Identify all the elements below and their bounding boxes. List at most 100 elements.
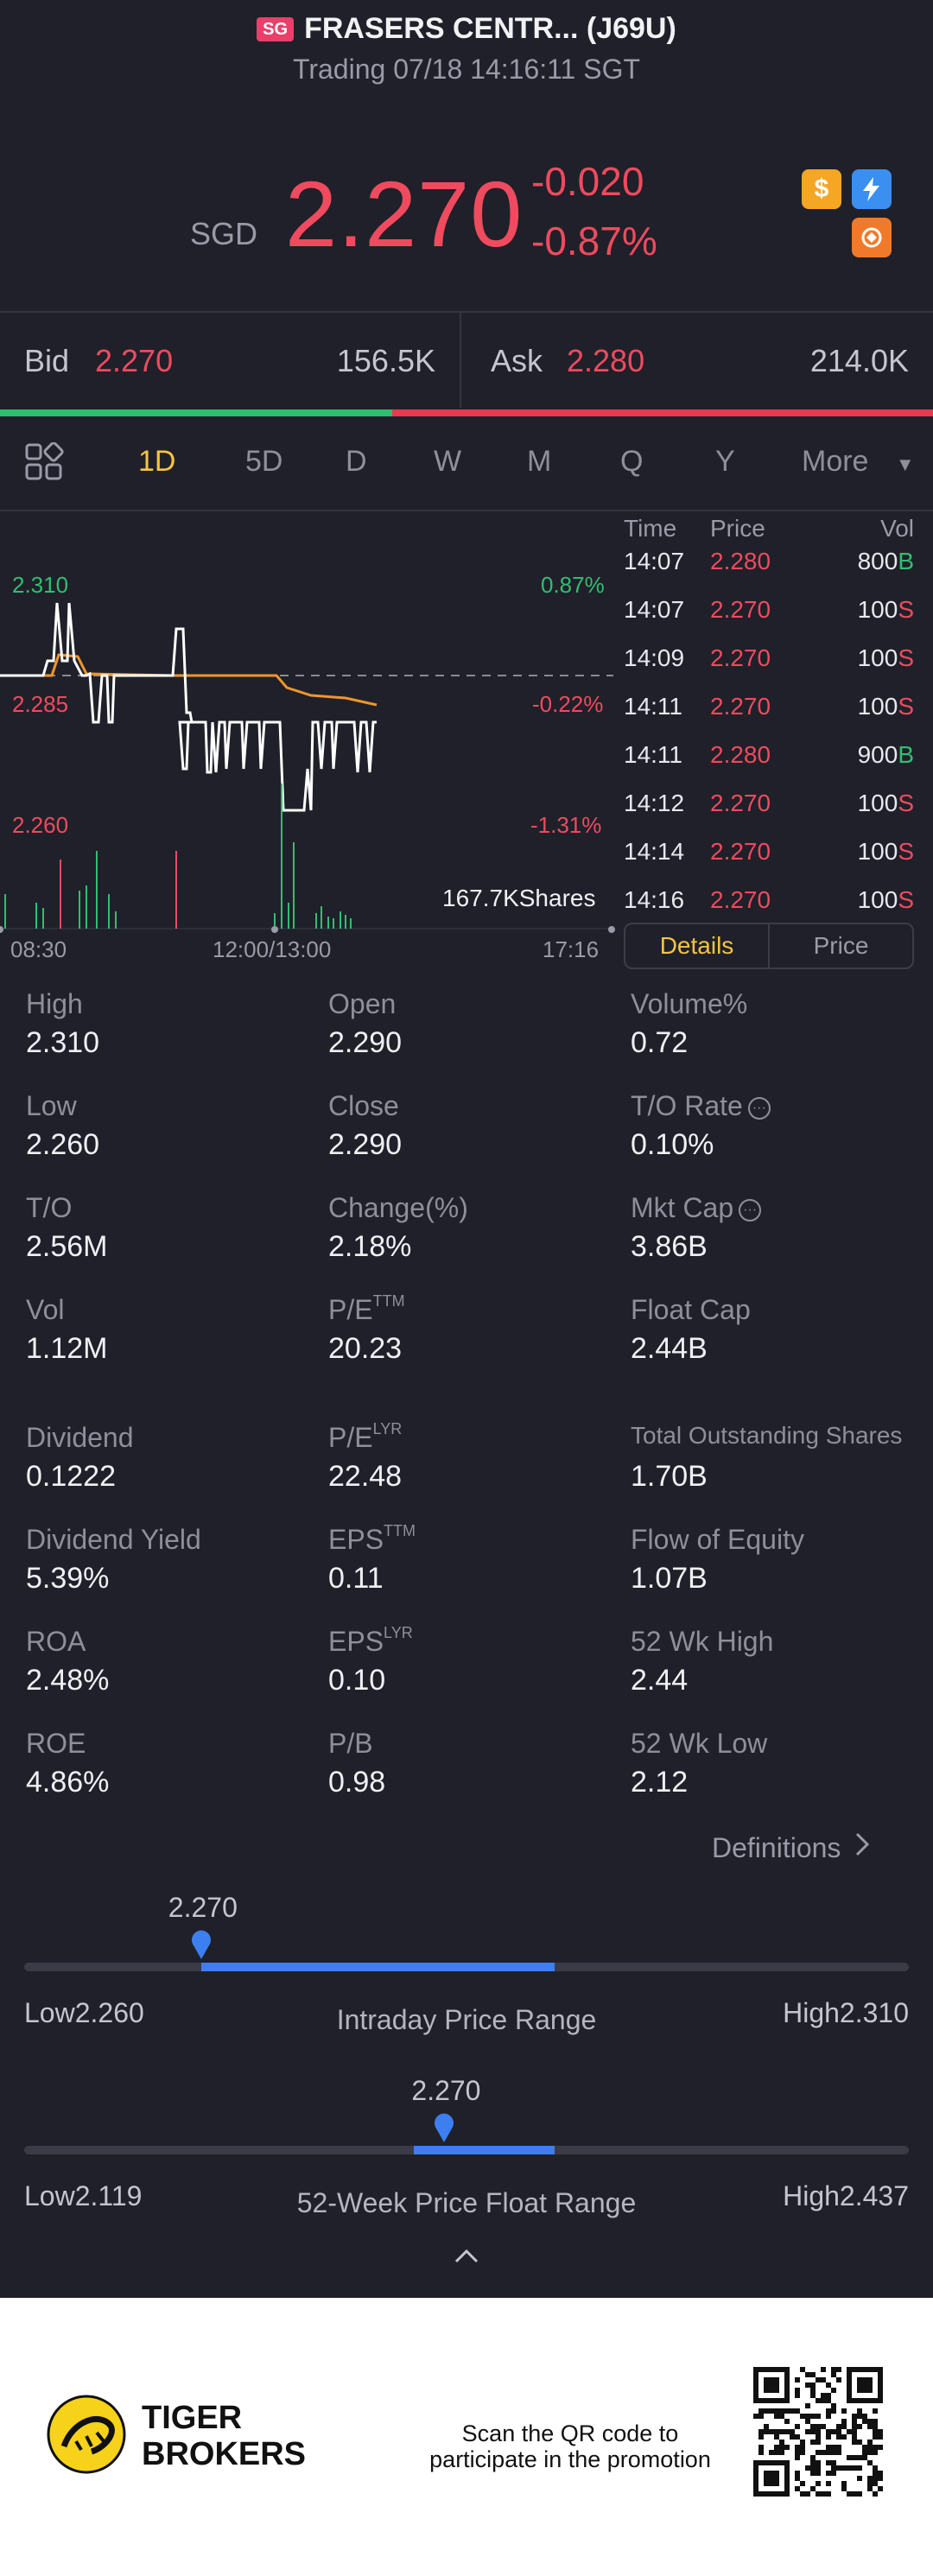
- price-change-percent: -0.87%: [531, 219, 657, 263]
- stat-label-text: P/B: [328, 1728, 373, 1759]
- range-marker-icon: [434, 2113, 454, 2147]
- stat-label: ROA: [26, 1626, 86, 1658]
- range-track: [24, 1963, 909, 1971]
- stat-label: Open: [328, 988, 396, 1020]
- range-title: 52-Week Price Float Range: [296, 2187, 637, 2218]
- range-fill: [200, 1963, 555, 1971]
- stat-value: 2.44B: [631, 1332, 708, 1365]
- info-icon[interactable]: ···: [739, 1198, 762, 1221]
- price-tab[interactable]: Price: [813, 932, 869, 959]
- tab-w[interactable]: W: [434, 445, 462, 478]
- stat-label: Total Outstanding Shares: [631, 1422, 902, 1450]
- bid-quantity: 156.5K: [336, 343, 435, 378]
- stat-label-superscript: LYR: [384, 1624, 413, 1641]
- range-high-value: 2.437: [839, 2180, 909, 2211]
- stat-label: 52 Wk Low: [631, 1728, 767, 1760]
- stat-value: 3.86B: [631, 1230, 708, 1263]
- stat-label: Change(%): [328, 1192, 468, 1224]
- tick-time: 14:14: [624, 838, 685, 865]
- tick-header-price: Price: [710, 515, 765, 542]
- stat-label-text: Dividend Yield: [26, 1524, 201, 1555]
- stat-value: 2.18%: [328, 1230, 412, 1263]
- range-title: Intraday Price Range: [336, 2004, 597, 2035]
- stat-label: Flow of Equity: [631, 1524, 804, 1556]
- info-icon[interactable]: ···: [747, 1096, 771, 1120]
- y-label-low: 2.260: [12, 812, 69, 838]
- stat-label-text: Vol: [26, 1294, 65, 1325]
- market-badge: SG: [257, 16, 295, 41]
- stat-value: 0.10%: [631, 1128, 714, 1161]
- stat-label: Volume%: [631, 988, 747, 1020]
- tick-side: S: [898, 596, 914, 623]
- tick-price: 2.270: [710, 693, 771, 720]
- tick-time: 14:16: [624, 886, 685, 913]
- range-high: High2.437: [783, 2180, 909, 2212]
- definitions-link[interactable]: Definitions: [712, 1831, 870, 1864]
- stat-label-text: P/E: [328, 1294, 373, 1325]
- stat-value: 2.310: [26, 1026, 100, 1059]
- tab-5d[interactable]: 5D: [245, 445, 283, 478]
- range-low: Low2.119: [24, 2180, 142, 2212]
- stat-value: 2.44: [631, 1664, 689, 1697]
- stat-value: 2.56M: [26, 1230, 108, 1263]
- collapse-chevron-icon[interactable]: [453, 2248, 480, 2269]
- swap-icon[interactable]: [852, 218, 892, 257]
- tab-more[interactable]: More ▼: [802, 445, 915, 479]
- tick-side: S: [898, 838, 914, 865]
- range-high-label: High: [783, 2180, 840, 2211]
- stat-label: High: [26, 988, 83, 1020]
- tab-1d[interactable]: 1D: [138, 445, 176, 478]
- range-high-value: 2.310: [839, 1997, 909, 2028]
- stat-label: Dividend Yield: [26, 1524, 201, 1556]
- x-label-open: 08:30: [10, 936, 67, 962]
- range-low-label: Low: [24, 2180, 75, 2211]
- details-tab[interactable]: Details: [625, 924, 770, 968]
- dollar-icon[interactable]: $: [802, 169, 841, 209]
- tick-time: 14:09: [624, 644, 685, 671]
- tick-volume: 100S: [858, 790, 914, 817]
- stat-label: T/O: [26, 1192, 72, 1224]
- stat-value: 1.07B: [631, 1562, 708, 1595]
- lightning-icon[interactable]: [852, 169, 892, 209]
- bid-label: Bid: [24, 343, 70, 378]
- tick-price: 2.270: [710, 838, 771, 865]
- promo-line-1: Scan the QR code to: [461, 2421, 679, 2446]
- tick-price: 2.270: [710, 596, 771, 623]
- y-label-low-pct: -1.31%: [530, 812, 602, 838]
- y-label-mid-pct: -0.22%: [532, 691, 604, 717]
- tick-side: B: [898, 741, 914, 768]
- stock-title[interactable]: SG FRASERS CENTR... (J69U): [0, 12, 933, 46]
- divider: [0, 510, 933, 511]
- tab-m[interactable]: M: [527, 445, 552, 478]
- grid-menu-icon[interactable]: [24, 441, 66, 484]
- range-low-value: 2.119: [74, 2180, 143, 2211]
- stat-label-text: P/E: [328, 1422, 373, 1453]
- tab-q[interactable]: Q: [620, 445, 644, 478]
- stock-name: FRASERS CENTR... (J69U): [304, 12, 676, 45]
- qr-code[interactable]: [753, 2367, 883, 2497]
- tick-header-vol: Vol: [880, 515, 914, 542]
- tick-time: 14:11: [624, 693, 682, 720]
- stat-value: 1.12M: [26, 1332, 108, 1365]
- bid-price: 2.270: [95, 343, 174, 378]
- intraday-chart[interactable]: [0, 518, 622, 942]
- range-high-label: High: [783, 1997, 840, 2028]
- tick-volume-value: 800: [857, 548, 898, 574]
- tick-price: 2.280: [710, 741, 771, 768]
- tab-y[interactable]: Y: [715, 445, 735, 478]
- tick-price: 2.270: [710, 644, 771, 671]
- tick-price: 2.270: [710, 790, 771, 816]
- stat-label-superscript: TTM: [372, 1292, 405, 1310]
- stat-label-text: EPS: [328, 1524, 384, 1555]
- tick-time: 14:07: [624, 596, 685, 623]
- stat-label-text: T/O: [26, 1192, 73, 1223]
- tick-time: 14:07: [624, 548, 685, 574]
- stat-label-text: Close: [328, 1090, 399, 1121]
- tab-d[interactable]: D: [346, 445, 367, 478]
- details-price-toggle[interactable]: Details Price: [624, 923, 914, 969]
- y-label-high-pct: 0.87%: [541, 572, 605, 598]
- tick-side: B: [898, 548, 914, 574]
- stat-value: 0.11: [328, 1562, 384, 1595]
- stat-label-text: T/O Rate: [631, 1090, 743, 1121]
- tick-volume: 800B: [858, 548, 914, 575]
